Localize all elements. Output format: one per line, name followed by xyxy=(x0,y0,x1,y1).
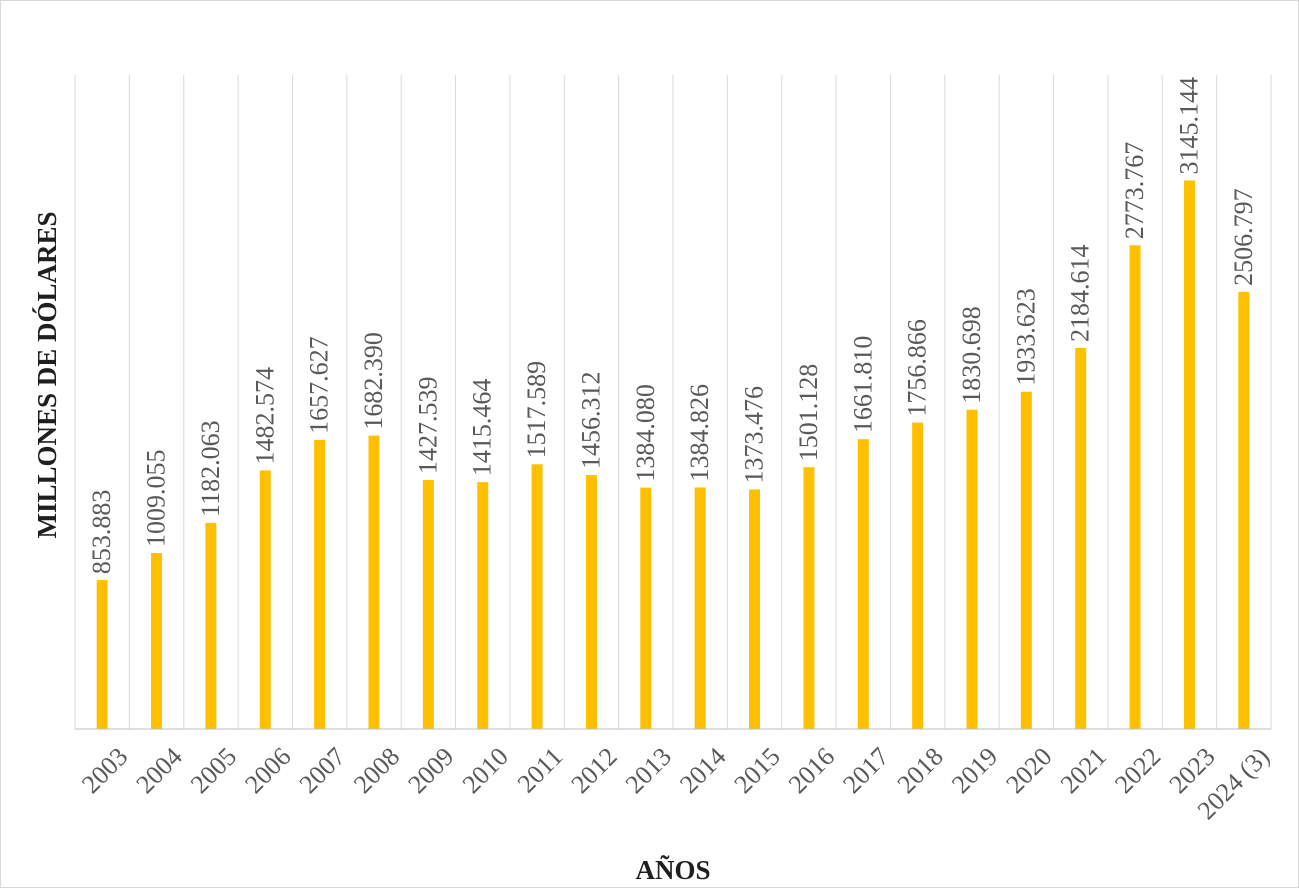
bar-2023 xyxy=(1183,180,1195,730)
x-tick-label: 2004 xyxy=(131,742,188,799)
bar-2018 xyxy=(912,422,924,729)
x-tick-labels: 2003200420052006200720082009201020112012… xyxy=(76,742,1275,825)
data-label: 1384.080 xyxy=(631,384,660,482)
data-label: 1009.055 xyxy=(142,450,171,548)
x-tick-label: 2018 xyxy=(892,742,949,799)
gridlines xyxy=(74,75,1272,729)
x-tick-label: 2012 xyxy=(565,742,622,799)
bar-2020 xyxy=(1020,391,1032,729)
bar-2019 xyxy=(966,409,978,729)
bars xyxy=(96,180,1250,730)
data-label: 1517.589 xyxy=(522,361,551,459)
data-label: 1933.623 xyxy=(1011,288,1040,386)
data-label: 1415.464 xyxy=(468,379,497,477)
data-label: 853.883 xyxy=(87,490,116,575)
bar-2008 xyxy=(368,435,380,729)
x-tick-label: 2003 xyxy=(76,742,133,799)
bar-2014 xyxy=(694,487,706,729)
bar-2012 xyxy=(585,475,597,729)
x-tick-label: 2011 xyxy=(512,742,569,799)
bar-2005 xyxy=(205,522,217,729)
x-tick-label: 2005 xyxy=(185,742,242,799)
data-label: 2506.797 xyxy=(1229,188,1258,286)
data-label: 1682.390 xyxy=(359,332,388,430)
bar-2009 xyxy=(422,480,434,729)
data-label: 1456.312 xyxy=(576,372,605,470)
data-label: 1182.063 xyxy=(196,420,225,517)
y-axis-title: MILLONES DE DÓLARES xyxy=(32,211,62,538)
data-label: 1756.866 xyxy=(903,319,932,417)
data-label: 2184.614 xyxy=(1066,245,1095,343)
x-tick-label: 2022 xyxy=(1109,742,1166,799)
bar-2004 xyxy=(151,553,163,729)
bar-2006 xyxy=(259,470,271,729)
x-tick-label: 2020 xyxy=(1000,742,1057,799)
data-label: 3145.144 xyxy=(1174,77,1203,175)
x-axis-title: AÑOS xyxy=(635,855,710,885)
bar-20243 xyxy=(1238,291,1250,729)
data-label: 1373.476 xyxy=(740,386,769,484)
x-tick-label: 2010 xyxy=(457,742,514,799)
bar-2016 xyxy=(803,467,815,729)
x-tick-label: 2008 xyxy=(348,742,405,799)
x-tick-label: 2021 xyxy=(1055,742,1112,799)
bar-2017 xyxy=(857,439,869,729)
x-tick-label: 2007 xyxy=(294,742,351,799)
data-label: 1501.128 xyxy=(794,364,823,462)
x-tick-label: 2006 xyxy=(239,742,296,799)
x-tick-label: 2013 xyxy=(620,742,677,799)
bar-2015 xyxy=(749,489,761,729)
data-label: 1830.698 xyxy=(957,306,986,404)
data-label: 1661.810 xyxy=(848,336,877,434)
bar-2010 xyxy=(477,482,489,729)
x-tick-label: 2017 xyxy=(837,742,894,799)
data-label: 1384.826 xyxy=(685,384,714,482)
x-tick-label: 2016 xyxy=(783,742,840,799)
bar-2021 xyxy=(1075,348,1087,729)
data-labels: 853.883 1009.055 1182.063 1482.574 1657.627 1… xyxy=(87,77,1258,574)
x-tick-label: 2019 xyxy=(946,742,1003,799)
data-label: 1657.627 xyxy=(305,336,334,434)
x-tick-label: 2009 xyxy=(402,742,459,799)
x-tick-label: 2014 xyxy=(674,742,731,799)
bar-2013 xyxy=(640,487,652,729)
bar-2007 xyxy=(314,439,326,729)
bar-2003 xyxy=(96,580,108,729)
bar-2011 xyxy=(531,464,543,729)
data-label: 1482.574 xyxy=(250,367,279,465)
data-label: 1427.539 xyxy=(413,377,442,475)
data-label: 2773.767 xyxy=(1120,142,1149,240)
bar-2022 xyxy=(1129,245,1141,729)
x-tick-label: 2015 xyxy=(729,742,786,799)
